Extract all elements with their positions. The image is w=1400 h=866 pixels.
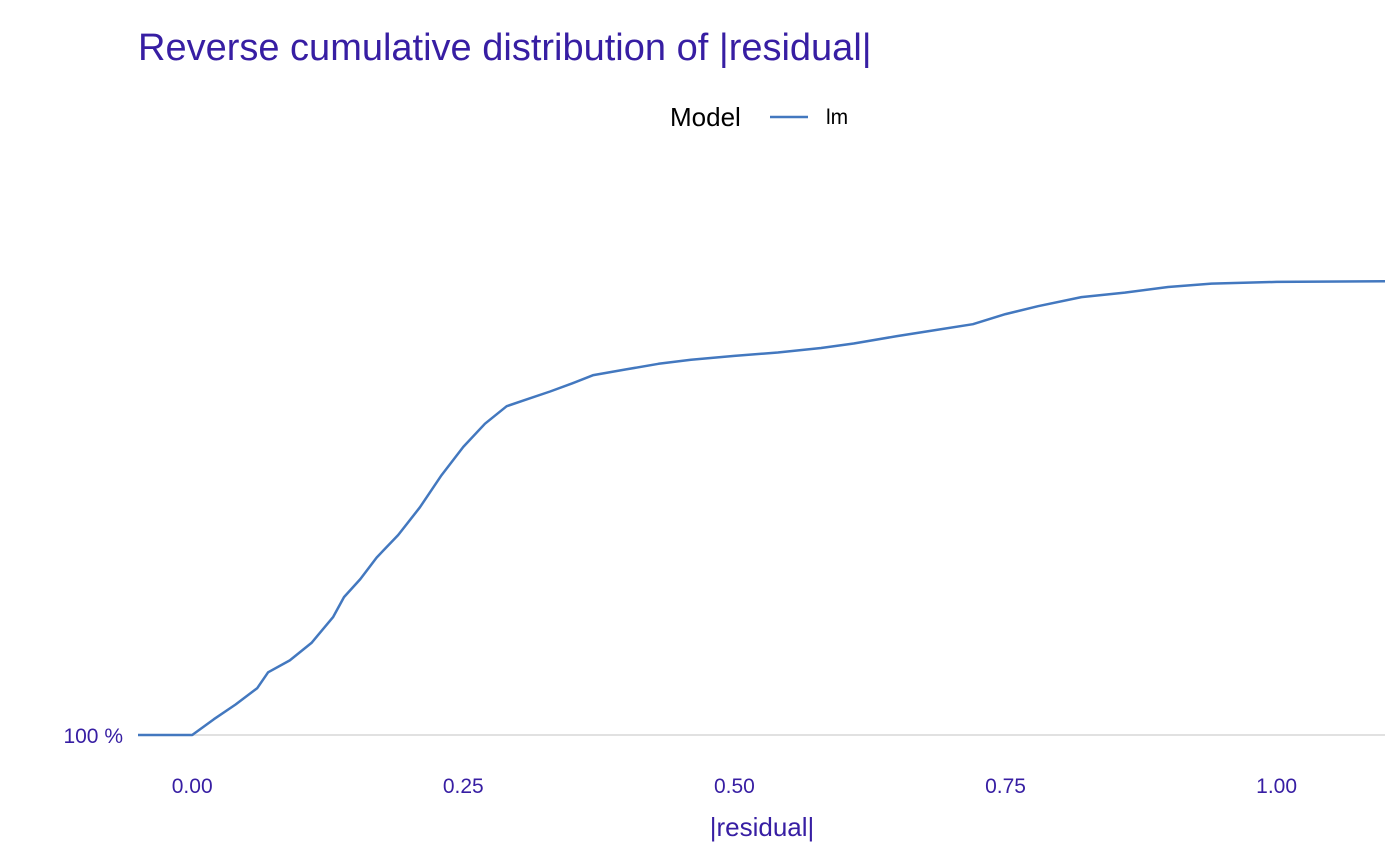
chart-title: Reverse cumulative distribution of |resi…	[138, 27, 872, 69]
y-axis-ticks: 100 %	[63, 725, 123, 748]
x-tick-label: 1.00	[1256, 775, 1297, 798]
legend: Model lm	[670, 102, 848, 132]
y-tick-label: 100 %	[63, 725, 123, 748]
x-tick-label: 0.75	[985, 775, 1026, 798]
plot-area	[138, 280, 1386, 737]
x-tick-label: 0.25	[443, 775, 484, 798]
legend-title: Model	[670, 102, 741, 132]
x-tick-label: 0.50	[714, 775, 755, 798]
x-tick-label: 0.00	[172, 775, 213, 798]
x-axis-title: |residual|	[710, 812, 815, 842]
legend-label-lm: lm	[826, 106, 848, 129]
series-line-lm	[138, 280, 1386, 737]
x-axis-ticks: 0.00 0.25 0.50 0.75 1.00	[172, 775, 1297, 798]
